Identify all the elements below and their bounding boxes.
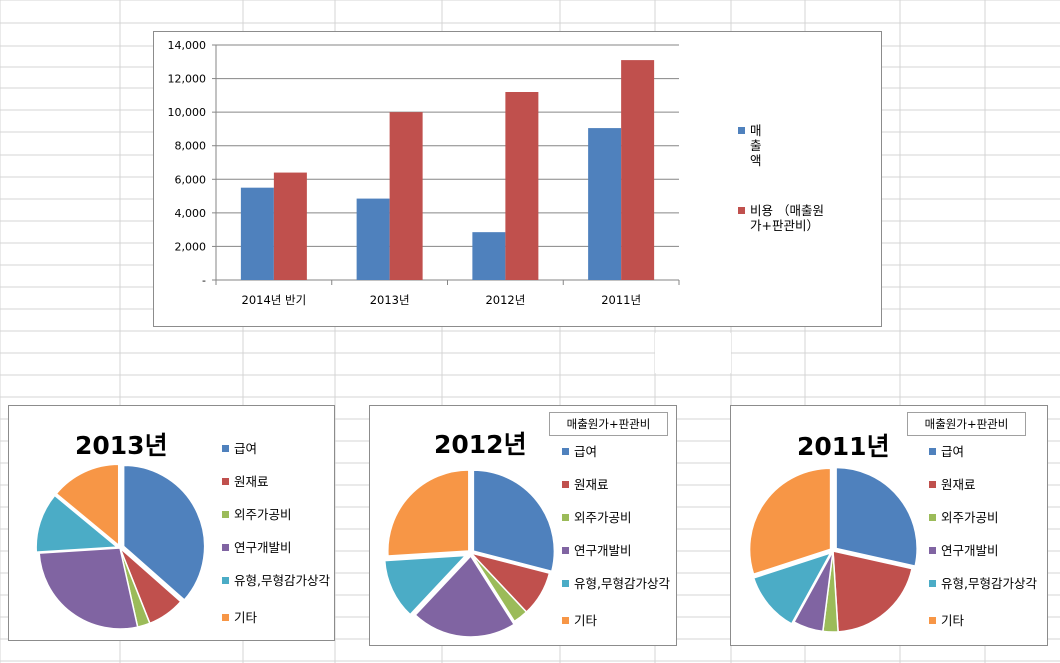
legend-label: 원재료 [574, 477, 609, 492]
legend-label: 외주가공비 [234, 507, 292, 522]
legend-swatch [562, 547, 569, 554]
legend-label: 급여 [941, 444, 965, 459]
pie-slice[interactable] [748, 467, 832, 576]
legend-label: 외주가공비 [941, 510, 999, 525]
chart-badge-2012: 매출원가+판관비 [549, 412, 668, 436]
legend-label: 연구개발비 [574, 543, 632, 558]
legend-label: 원재료 [941, 477, 976, 492]
legend-label-sales: 매출액 [750, 123, 762, 168]
y-tick-label: 10,000 [168, 106, 207, 119]
y-tick-label: 4,000 [175, 207, 207, 220]
x-tick-label: 2012년 [485, 293, 525, 307]
x-tick-label: 2013년 [370, 293, 410, 307]
pie-slice[interactable] [122, 464, 206, 601]
legend-swatch [929, 580, 936, 587]
legend-swatch [562, 514, 569, 521]
y-tick-label: 6,000 [175, 173, 207, 186]
bar[interactable] [273, 172, 307, 280]
pie-slice[interactable] [55, 463, 120, 547]
legend-swatch [222, 577, 229, 584]
legend-swatch [562, 580, 569, 587]
pie-slice[interactable] [835, 466, 918, 568]
pie-slice[interactable] [470, 552, 528, 623]
legend-label: 연구개발비 [941, 543, 999, 558]
legend-swatch [929, 547, 936, 554]
y-tick-label: 8,000 [175, 140, 207, 153]
legend-swatch [929, 481, 936, 488]
legend-swatch [222, 478, 229, 485]
legend-label: 기타 [574, 613, 598, 628]
legend-swatch [562, 617, 569, 624]
grid-gap [655, 333, 731, 373]
legend-swatch [562, 448, 569, 455]
pie-title-2011: 2011년 [797, 432, 890, 461]
bar-chart: - 2,000 4,000 6,000 8,000 10,000 12,000 14,000 2… [168, 39, 680, 307]
pie-slice[interactable] [414, 554, 516, 638]
legend-swatch [222, 614, 229, 621]
legend-label: 원재료 [234, 474, 269, 489]
pie-slice[interactable] [383, 554, 468, 616]
legend-label: 유형,무형감가상각 [941, 576, 1037, 591]
legend-label: 유형,무형감가상각 [574, 576, 670, 591]
legend-swatch [929, 617, 936, 624]
legend-swatch [562, 481, 569, 488]
legend-swatch-sales [738, 127, 745, 134]
bar[interactable] [472, 232, 506, 280]
legend-swatch [929, 514, 936, 521]
legend-label: 연구개발비 [234, 540, 292, 555]
legend-label: 기타 [941, 613, 965, 628]
pie-chart-2013 [35, 463, 206, 630]
legend-swatch [222, 511, 229, 518]
y-tick-label: - [202, 274, 206, 287]
pie-chart-2011 [748, 466, 918, 633]
legend-swatch [222, 445, 229, 452]
y-tick-label: 2,000 [175, 240, 207, 253]
legend-label-cost: 비용 （매출원가+판관비） [750, 203, 824, 233]
legend-label: 급여 [574, 444, 598, 459]
y-tick-label: 12,000 [168, 73, 207, 86]
bar[interactable] [356, 198, 390, 280]
bar[interactable] [588, 128, 622, 280]
pie-slice[interactable] [387, 469, 470, 557]
pie-slice[interactable] [472, 469, 556, 573]
pie-title-2013: 2013년 [75, 431, 168, 460]
bar[interactable] [240, 187, 274, 280]
legend-label: 기타 [234, 610, 258, 625]
bar[interactable] [505, 92, 539, 280]
legend-label: 외주가공비 [574, 510, 632, 525]
legend-swatch [929, 448, 936, 455]
bar-chart-panel[interactable]: - 2,000 4,000 6,000 8,000 10,000 12,000 14,000 2… [153, 31, 882, 327]
x-tick-label: 2014년 반기 [242, 293, 307, 307]
y-tick-label: 14,000 [168, 39, 207, 52]
pie-slice[interactable] [792, 550, 834, 633]
pie-slice[interactable] [752, 551, 833, 625]
bar[interactable] [621, 60, 655, 280]
chart-badge-2011: 매출원가+판관비 [907, 412, 1026, 436]
legend-label: 급여 [234, 441, 258, 456]
pie-slice[interactable] [832, 550, 913, 633]
bar[interactable] [389, 112, 423, 281]
pie-title-2012: 2012년 [434, 430, 527, 459]
pie-chart-2012 [383, 469, 556, 638]
legend-swatch-cost [738, 207, 745, 214]
pie-slice[interactable] [38, 547, 139, 630]
legend-swatch [222, 544, 229, 551]
pie-slice[interactable] [35, 494, 120, 553]
x-tick-label: 2011년 [601, 293, 641, 307]
legend-label: 유형,무형감가상각 [234, 573, 330, 588]
